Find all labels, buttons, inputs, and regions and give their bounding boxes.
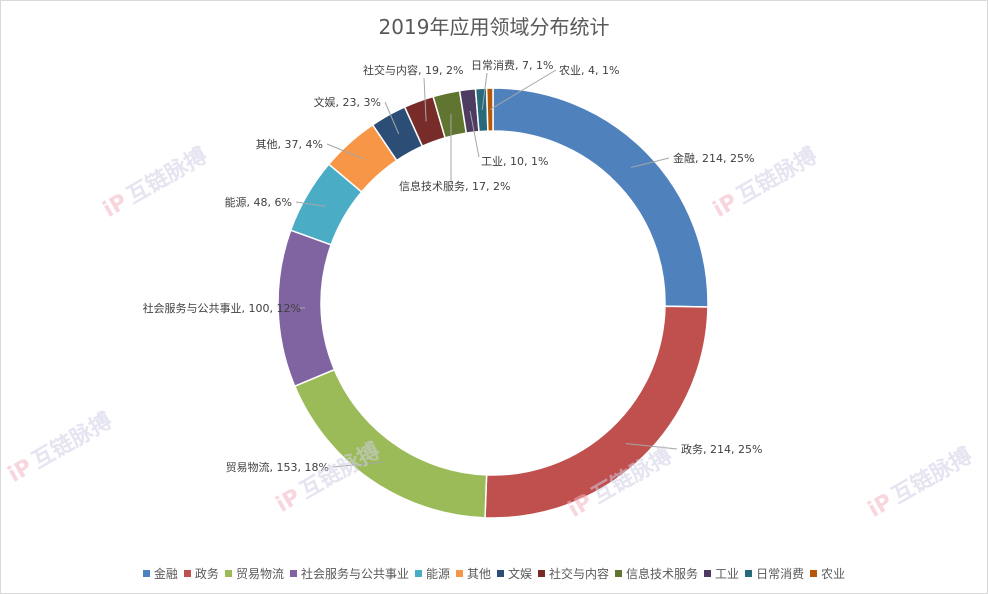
leader-line-农业 bbox=[489, 69, 557, 110]
legend-swatch bbox=[615, 570, 623, 577]
leader-line-能源 bbox=[295, 201, 326, 207]
legend-swatch bbox=[183, 570, 191, 577]
legend-item-社会服务与公共事业: 社会服务与公共事业 bbox=[289, 565, 409, 582]
legend-item-农业: 农业 bbox=[810, 565, 845, 582]
legend-label: 工业 bbox=[715, 567, 740, 581]
data-label-农业: 农业, 4, 1% bbox=[559, 63, 619, 77]
slice-农业 bbox=[485, 87, 494, 132]
legend-label: 社交与内容 bbox=[549, 567, 610, 581]
legend-item-能源: 能源 bbox=[414, 565, 450, 582]
legend-label: 农业 bbox=[821, 567, 846, 581]
data-label-社交与内容: 社交与内容, 19, 2% bbox=[363, 63, 463, 77]
leader-line-其他 bbox=[326, 143, 364, 160]
data-label-金融: 金融, 214, 25% bbox=[673, 151, 754, 165]
legend-label: 文娱 bbox=[508, 567, 533, 581]
legend-item-政务: 政务 bbox=[183, 565, 219, 582]
data-label-贸易物流: 贸易物流, 153, 18% bbox=[226, 460, 329, 474]
data-label-工业: 工业, 10, 1% bbox=[481, 155, 548, 168]
data-label-日常消费: 日常消费, 7, 1% bbox=[471, 58, 553, 72]
data-label-政务: 政务, 214, 25% bbox=[681, 442, 762, 456]
leader-line-金融 bbox=[630, 157, 670, 168]
chart-title: 2019年应用领域分布统计 bbox=[378, 15, 610, 39]
slice-政务 bbox=[484, 305, 709, 519]
legend-swatch bbox=[142, 570, 150, 577]
legend-label: 金融 bbox=[153, 567, 178, 581]
leader-line-政务 bbox=[625, 443, 678, 450]
legend-item-工业: 工业 bbox=[704, 565, 739, 582]
slice-贸易物流 bbox=[293, 368, 488, 519]
leader-line-日常消费 bbox=[481, 72, 488, 110]
legend-item-金融: 金融 bbox=[142, 565, 178, 582]
legend-label: 其他 bbox=[466, 567, 491, 581]
legend-swatch bbox=[538, 570, 546, 577]
legend-item-贸易物流: 贸易物流 bbox=[224, 565, 284, 582]
legend-item-信息技术服务: 信息技术服务 bbox=[615, 565, 698, 582]
legend-label: 能源 bbox=[425, 567, 450, 581]
slice-金融 bbox=[492, 87, 709, 308]
data-label-文娱: 文娱, 23, 3% bbox=[314, 95, 381, 109]
leader-line-工业 bbox=[469, 110, 480, 158]
leader-line-文娱 bbox=[384, 101, 400, 135]
legend-swatch bbox=[224, 570, 232, 577]
legend-label: 政务 bbox=[194, 567, 219, 581]
legend-item-文娱: 文娱 bbox=[497, 565, 532, 582]
data-label-能源: 能源, 48, 6% bbox=[225, 195, 292, 209]
legend-swatch bbox=[810, 570, 818, 577]
legend-item-日常消费: 日常消费 bbox=[745, 565, 804, 582]
data-label-社会服务与公共事业: 社会服务与公共事业, 100, 12% bbox=[143, 301, 301, 315]
legend-swatch bbox=[289, 570, 297, 577]
legend-label: 信息技术服务 bbox=[626, 567, 699, 581]
legend-swatch bbox=[745, 570, 753, 577]
legend-swatch bbox=[414, 570, 422, 577]
legend-item-其他: 其他 bbox=[455, 565, 491, 582]
chart-legend: 金融 政务 贸易物流 社会服务与公共事业 能源 其他 文娱 社交与内容 信息技术服务 工业 日常消费… bbox=[1, 565, 987, 582]
legend-label: 社会服务与公共事业 bbox=[300, 567, 409, 581]
legend-swatch bbox=[704, 570, 712, 577]
legend-label: 日常消费 bbox=[756, 567, 805, 581]
data-label-信息技术服务: 信息技术服务, 17, 2% bbox=[399, 179, 510, 193]
legend-swatch bbox=[455, 570, 463, 577]
legend-swatch bbox=[497, 570, 504, 577]
leader-line-贸易物流 bbox=[332, 461, 383, 468]
legend-item-社交与内容: 社交与内容 bbox=[538, 565, 609, 582]
leader-line-社交与内容 bbox=[423, 77, 427, 122]
data-label-其他: 其他, 37, 4% bbox=[256, 138, 323, 151]
legend-label: 贸易物流 bbox=[235, 567, 284, 581]
